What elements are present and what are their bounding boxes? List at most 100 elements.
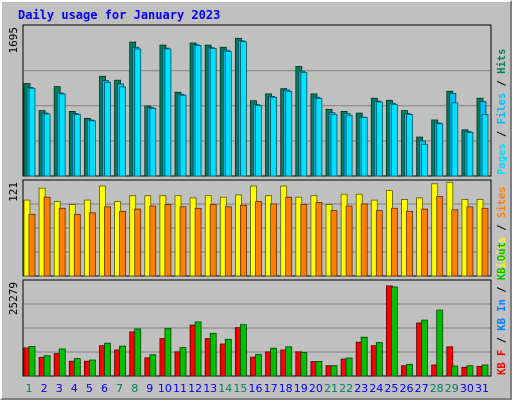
bar-kb_out-day-3 xyxy=(58,348,66,377)
legend-kb_out: KB Out xyxy=(496,242,508,280)
bar-pages-day-30 xyxy=(466,131,474,177)
day-label-14: 14 xyxy=(218,382,232,395)
bar-kb_out-day-28 xyxy=(436,309,444,377)
bar-kb_out-day-2 xyxy=(43,355,51,377)
bar-kb_out-day-23 xyxy=(360,336,368,377)
bar-sites-day-24 xyxy=(375,210,383,277)
bar-pages-day-29 xyxy=(451,102,459,177)
day-label-20: 20 xyxy=(309,382,323,395)
bar-kb_out-day-19 xyxy=(300,352,308,377)
bar-kb_out-day-6 xyxy=(104,342,111,377)
day-label-22: 22 xyxy=(339,382,353,395)
bar-kb_out-day-16 xyxy=(255,354,262,377)
bar-pages-day-17 xyxy=(270,96,278,177)
panel-mid: 121 Visits / Sites xyxy=(7,179,508,277)
bar-sites-day-23 xyxy=(360,203,368,277)
bar-kb_out-day-26 xyxy=(406,363,413,377)
day-label-25: 25 xyxy=(384,382,398,395)
legend-hits: Hits xyxy=(496,49,508,74)
bar-sites-day-8 xyxy=(134,208,142,277)
bar-sites-day-25 xyxy=(390,207,398,277)
day-label-15: 15 xyxy=(233,382,247,395)
day-label-21: 21 xyxy=(324,382,338,395)
bar-pages-day-1 xyxy=(28,87,36,177)
day-label-26: 26 xyxy=(400,382,414,395)
bar-sites-day-11 xyxy=(179,206,187,277)
legend-visits: Visits xyxy=(496,237,508,275)
day-label-16: 16 xyxy=(249,382,263,395)
bar-sites-day-16 xyxy=(255,201,262,277)
bar-sites-day-13 xyxy=(209,204,217,277)
bar-sites-day-22 xyxy=(345,205,353,277)
bar-kb_out-day-13 xyxy=(209,332,217,377)
day-label-29: 29 xyxy=(445,382,459,395)
bar-sites-day-15 xyxy=(239,204,247,277)
bar-sites-day-29 xyxy=(451,209,459,277)
bar-kb_out-day-31 xyxy=(481,364,489,377)
bar-sites-day-21 xyxy=(330,210,338,277)
bar-kb_out-day-20 xyxy=(315,360,323,377)
day-label-17: 17 xyxy=(264,382,278,395)
day-label-3: 3 xyxy=(56,382,63,395)
bar-kb_out-day-7 xyxy=(119,345,126,377)
bar-sites-day-6 xyxy=(104,206,111,277)
bar-kb_out-day-9 xyxy=(149,354,157,377)
bar-kb_out-day-8 xyxy=(134,328,142,377)
bar-kb_out-day-25 xyxy=(390,286,398,377)
chart-title: Daily usage for January 2023 xyxy=(18,8,220,22)
bar-sites-day-1 xyxy=(28,213,36,277)
bar-pages-day-12 xyxy=(194,45,202,177)
bar-pages-day-3 xyxy=(58,93,66,177)
bar-kb_out-day-21 xyxy=(330,365,338,377)
day-label-10: 10 xyxy=(158,382,172,395)
bar-kb_out-day-15 xyxy=(239,324,247,377)
day-labels: 1 2 3 4 5 6 7 8 9 10 11 12 13 14 15 16 17 18 19 20 21 22 23 24 2… xyxy=(26,382,490,395)
day-label-18: 18 xyxy=(279,382,293,395)
bar-pages-day-10 xyxy=(164,48,172,177)
day-label-12: 12 xyxy=(188,382,202,395)
panel-mid-legend: Visits / Sites xyxy=(496,186,508,275)
legend-separator: / xyxy=(496,280,508,299)
bar-sites-day-26 xyxy=(406,210,413,277)
panel-bot-legend: KB F / KB In / KB Out xyxy=(496,242,508,375)
day-label-2: 2 xyxy=(41,382,48,395)
bar-pages-day-20 xyxy=(315,98,323,177)
bar-sites-day-30 xyxy=(466,206,474,277)
bar-kb_out-day-12 xyxy=(194,321,202,377)
bar-sites-day-18 xyxy=(285,196,293,277)
day-label-9: 9 xyxy=(146,382,153,395)
bar-pages-day-7 xyxy=(119,86,126,177)
bar-kb_out-day-14 xyxy=(224,338,232,377)
bar-pages-day-22 xyxy=(345,114,353,177)
legend-separator: / xyxy=(496,331,508,350)
bar-sites-day-19 xyxy=(300,204,308,277)
bar-pages-day-24 xyxy=(375,101,383,177)
bar-kb_out-day-11 xyxy=(179,347,187,377)
chart-panels: 1695 Pages / Files / Hits 121 Visits / Site… xyxy=(7,24,508,377)
bar-kb_out-day-5 xyxy=(89,359,96,377)
bar-pages-day-21 xyxy=(330,114,338,177)
day-label-7: 7 xyxy=(116,382,123,395)
day-label-6: 6 xyxy=(101,382,108,395)
bar-sites-day-17 xyxy=(270,203,278,277)
legend-separator: / xyxy=(496,74,508,93)
bar-sites-day-2 xyxy=(43,196,51,277)
day-label-13: 13 xyxy=(203,382,217,395)
bar-pages-day-26 xyxy=(406,114,413,177)
bar-pages-day-16 xyxy=(255,105,262,177)
bar-kb_out-day-18 xyxy=(285,346,293,377)
bar-pages-day-25 xyxy=(390,104,398,177)
bar-pages-day-2 xyxy=(43,113,51,177)
bar-kb_out-day-4 xyxy=(73,358,81,377)
bar-kb_out-day-17 xyxy=(270,347,278,377)
day-label-1: 1 xyxy=(26,382,33,395)
legend-pages: Pages xyxy=(496,143,508,175)
bar-sites-day-4 xyxy=(73,213,81,277)
bar-kb_out-day-29 xyxy=(451,365,459,377)
legend-files: Files xyxy=(496,93,508,125)
bar-pages-day-9 xyxy=(149,108,157,177)
bar-pages-day-19 xyxy=(300,72,308,177)
bar-sites-day-28 xyxy=(436,195,444,277)
bar-kb_out-day-30 xyxy=(466,365,474,377)
bar-kb_out-day-10 xyxy=(164,327,172,377)
